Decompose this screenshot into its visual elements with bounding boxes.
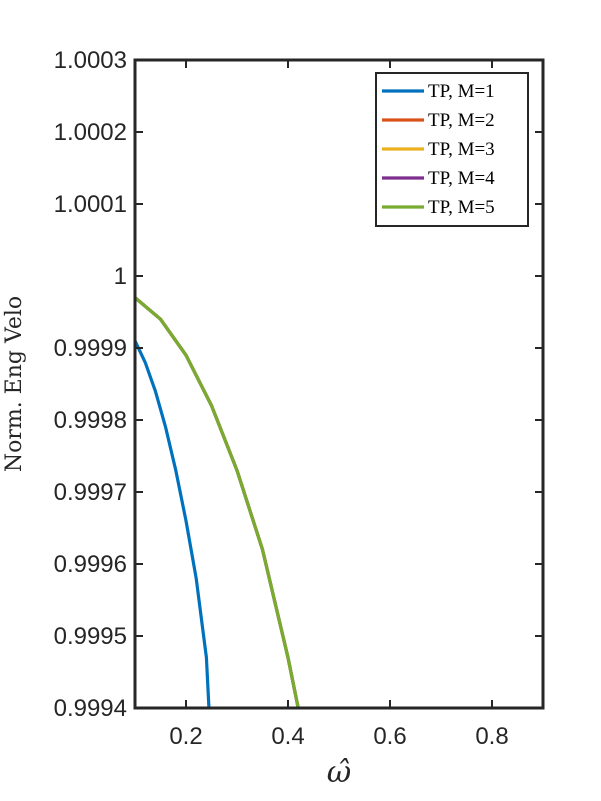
axes-box <box>133 58 545 710</box>
tick-layer: 0.2 0.4 0.6 0.8 0.9994 0.9995 0.9996 0.9997 0.99… <box>54 47 543 750</box>
x-tick-label: 0.8 <box>475 723 508 750</box>
y-axis-label: Norm. Eng Velo <box>2 296 27 472</box>
series-line-1 <box>133 340 211 709</box>
legend-label-1: TP, M=1 <box>428 81 495 102</box>
legend-label-4: TP, M=4 <box>428 168 495 189</box>
series-layer <box>133 296 300 709</box>
y-tick-label: 0.9998 <box>54 407 127 434</box>
y-tick-label: 0.9997 <box>54 479 127 506</box>
legend-label-3: TP, M=3 <box>428 139 495 160</box>
y-tick-label: 1.0002 <box>54 119 127 146</box>
x-tick-label: 0.2 <box>169 723 202 750</box>
x-tick-label: 0.4 <box>271 723 304 750</box>
legend-box <box>375 72 529 227</box>
series-line-5 <box>133 296 300 709</box>
x-tick-label: 0.6 <box>373 723 406 750</box>
y-tick-label: 0.9999 <box>54 335 127 362</box>
x-axis-label: ω̂ <box>327 755 351 790</box>
y-tick-label: 0.9996 <box>54 551 127 578</box>
legend-label-2: TP, M=2 <box>428 110 495 131</box>
legend-label-5: TP, M=5 <box>428 197 495 218</box>
y-tick-label: 0.9995 <box>54 623 127 650</box>
y-tick-label: 1 <box>114 263 127 290</box>
y-tick-label: 1.0003 <box>54 47 127 74</box>
y-tick-label: 1.0001 <box>54 191 127 218</box>
y-tick-label: 0.9994 <box>54 695 127 722</box>
legend: TP, M=1 TP, M=2 TP, M=3 TP, M=4 TP, M=5 <box>375 72 529 227</box>
